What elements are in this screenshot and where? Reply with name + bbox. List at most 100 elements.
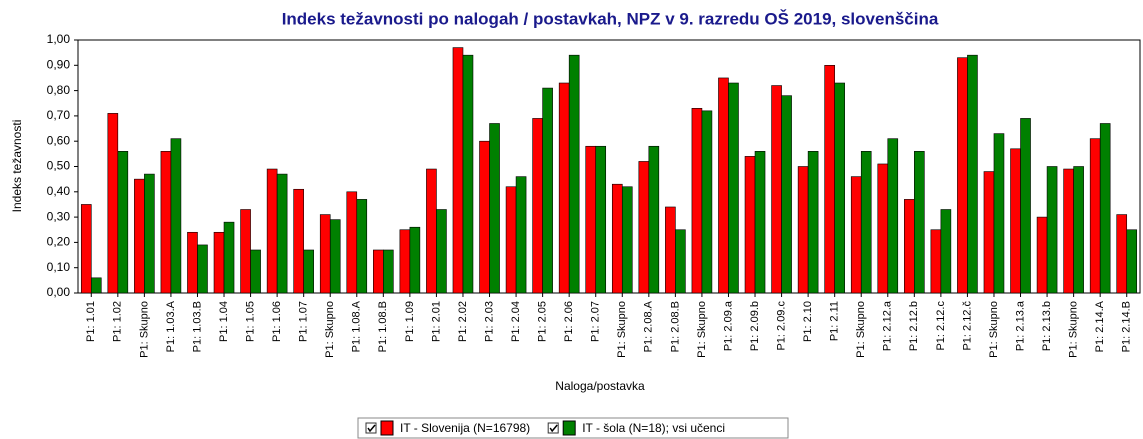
bar: [409, 226, 421, 294]
y-tick-label: 0,40: [47, 184, 71, 198]
x-tick-label: P1: 1.02: [112, 301, 124, 342]
x-tick-label: P1: 2.12.č: [961, 301, 973, 351]
x-tick-label: P1: 2.09.c: [775, 301, 787, 351]
bar: [611, 183, 623, 294]
x-tick-label: P1: 2.13.b: [1041, 301, 1053, 351]
x-tick-label: P1: 2.14.B: [1121, 301, 1133, 352]
legend-label: IT - Slovenija (N=16798): [400, 421, 530, 435]
bar: [160, 151, 172, 294]
bar: [542, 87, 553, 294]
bar: [144, 173, 155, 294]
x-tick-label: P1: 2.01: [430, 301, 442, 342]
bar: [904, 199, 915, 294]
bar: [807, 151, 819, 294]
bar: [771, 85, 782, 294]
bar: [329, 219, 341, 294]
bar: [373, 249, 384, 294]
x-tick-label: P1: 1.08.B: [377, 301, 389, 352]
bar: [170, 138, 182, 294]
bar: [1036, 216, 1048, 294]
bar: [744, 156, 756, 294]
y-tick-label: 0,00: [47, 285, 71, 299]
bar: [754, 151, 766, 294]
bar: [665, 206, 676, 294]
bar: [134, 178, 145, 294]
bar: [850, 176, 862, 294]
bar: [701, 110, 713, 294]
bar: [319, 214, 331, 294]
x-tick-label: P1: 2.08.B: [669, 301, 681, 352]
bar: [532, 118, 543, 294]
bar: [797, 166, 809, 294]
bar: [250, 249, 261, 294]
x-tick-label: P1: Skupno: [988, 301, 1000, 358]
bar: [691, 108, 703, 294]
x-tick-label: P1: 2.06: [563, 301, 575, 342]
bar: [967, 54, 978, 294]
x-tick-label: P1: 2.03: [483, 301, 495, 342]
x-tick-label: P1: 2.10: [802, 301, 814, 342]
legend-checkbox[interactable]: [365, 422, 377, 434]
plot-frame: [77, 39, 1141, 294]
x-tick-label: P1: 2.11: [829, 301, 841, 341]
bar: [940, 209, 952, 294]
bar: [1073, 166, 1084, 294]
bar: [558, 82, 570, 294]
x-tick-label: P1: 2.12.c: [935, 301, 947, 351]
bar: [1089, 138, 1101, 294]
x-axis-label: Naloga/postavka: [555, 379, 645, 393]
y-tick-label: 0,80: [47, 83, 71, 97]
bar: [824, 65, 835, 294]
x-tick-label: P1: Skupno: [324, 301, 336, 358]
x-tick-label: P1: 2.12.b: [908, 301, 920, 351]
bar: [568, 54, 580, 294]
bar: [346, 191, 358, 294]
bar: [452, 47, 464, 294]
bar: [187, 231, 198, 294]
y-tick-label: 0,50: [47, 159, 71, 173]
y-tick-label: 0,10: [47, 260, 71, 274]
legend-label: IT - šola (N=18); vsi učenci: [582, 421, 725, 435]
bar: [356, 199, 368, 294]
bar: [1010, 148, 1021, 294]
bar: [595, 145, 607, 294]
x-tick-label: P1: 1.04: [218, 301, 230, 342]
bar: [1046, 166, 1058, 294]
bar: [515, 176, 527, 294]
bar: [505, 186, 517, 294]
x-tick-label: P1: 2.02: [457, 301, 469, 342]
x-tick-label: P1: 1.01: [85, 301, 97, 342]
x-tick-label: P1: 1.03.B: [191, 301, 203, 352]
bar: [877, 163, 889, 294]
legend-swatch: [562, 420, 576, 436]
bar: [80, 204, 92, 294]
bar: [728, 82, 739, 294]
bar: [648, 145, 660, 294]
x-tick-label: P1: 2.09.a: [722, 300, 734, 351]
x-tick-label: P1: Skupno: [616, 301, 628, 358]
legend-check: [549, 424, 558, 433]
x-tick-label: P1: 1.08.A: [351, 300, 363, 352]
bar: [303, 249, 314, 294]
x-tick-label: P1: Skupno: [1068, 301, 1080, 358]
bar: [1116, 214, 1128, 294]
bar: [197, 244, 208, 294]
bar: [1020, 118, 1031, 294]
bar: [983, 171, 995, 294]
chart-title: Indeks težavnosti po nalogah / postavkah…: [282, 9, 939, 28]
x-tick-label: P1: 1.07: [298, 301, 310, 342]
x-tick-label: P1: 1.06: [271, 301, 283, 342]
x-tick-label: P1: 2.14.A: [1094, 300, 1106, 352]
x-tick-label: P1: 2.12.a: [882, 300, 894, 351]
bar: [957, 57, 968, 294]
legend-checkbox[interactable]: [547, 422, 559, 434]
bar: [887, 138, 899, 294]
legend-check: [367, 424, 376, 433]
x-tick-label: P1: Skupno: [696, 301, 708, 358]
y-tick-label: 0,60: [47, 133, 71, 147]
bar: [675, 229, 686, 294]
x-tick-label: P1: 2.08.A: [643, 300, 655, 352]
bar: [718, 77, 729, 294]
bar: [117, 151, 129, 294]
bar: [993, 133, 1005, 294]
